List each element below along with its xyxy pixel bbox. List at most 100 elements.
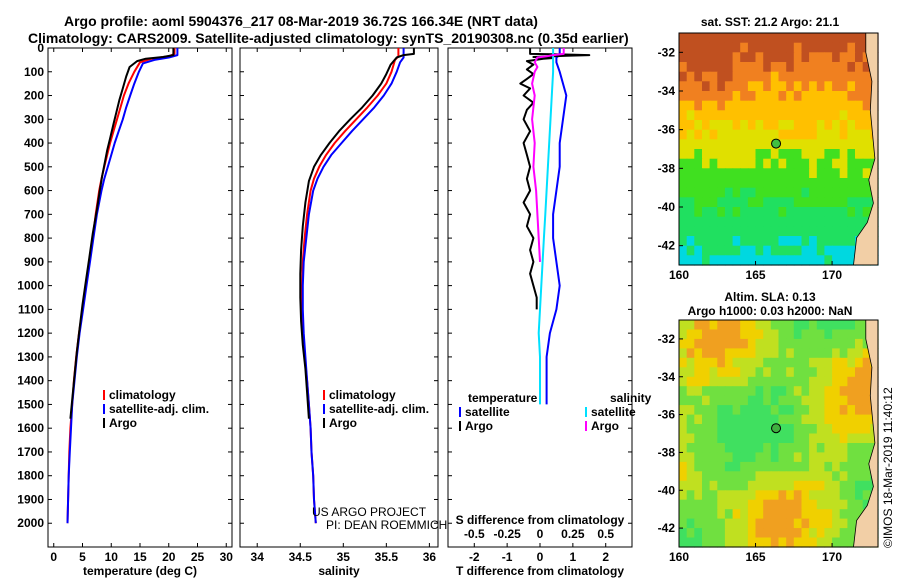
heatmap-cell <box>847 509 856 520</box>
heatmap-cell <box>847 187 856 198</box>
heatmap-cell <box>778 139 787 150</box>
heatmap-cell <box>824 509 833 520</box>
heatmap-cell <box>724 480 734 491</box>
heatmap-cell <box>839 357 848 368</box>
heatmap-cell <box>740 62 749 73</box>
heatmap-cell <box>770 226 780 237</box>
heatmap-cell <box>747 139 757 150</box>
heatmap-cell <box>679 367 688 378</box>
heatmap-cell <box>679 62 688 73</box>
heatmap-cell <box>816 216 826 227</box>
heatmap-cell <box>747 537 757 548</box>
heatmap-cell <box>839 528 848 539</box>
heatmap-cell <box>770 91 780 102</box>
heatmap-cell <box>816 236 826 247</box>
heatmap-cell <box>809 537 818 548</box>
heatmap-cell <box>740 149 749 160</box>
heatmap-cell <box>732 480 741 491</box>
heatmap-cell <box>724 357 734 368</box>
heatmap-cell <box>679 42 688 53</box>
heatmap-cell <box>740 216 749 227</box>
heatmap-cell <box>839 395 848 406</box>
heatmap-cell <box>793 197 803 208</box>
heatmap-cell <box>816 197 826 208</box>
heatmap-cell <box>709 320 718 331</box>
heatmap-cell <box>832 226 841 237</box>
heatmap-cell <box>755 386 764 397</box>
heatmap-cell <box>770 149 780 160</box>
heatmap-cell <box>732 348 741 359</box>
heatmap-cell <box>793 226 803 237</box>
plot-frame <box>47 47 233 548</box>
heatmap-cell <box>855 357 864 368</box>
heatmap-cell <box>847 386 856 397</box>
heatmap-cell <box>816 395 826 406</box>
heatmap-cell <box>786 81 795 92</box>
series-line-t-argo <box>519 48 591 310</box>
heatmap-cell <box>832 197 841 208</box>
heatmap-cell <box>724 509 734 520</box>
heatmap-cell <box>832 255 841 266</box>
heatmap-cell <box>709 433 718 444</box>
heatmap-cell <box>702 120 711 131</box>
heatmap-cell <box>816 452 826 463</box>
heatmap-cell <box>717 537 726 548</box>
heatmap-cell <box>793 110 803 121</box>
heatmap-cell <box>732 414 741 425</box>
heatmap-cell <box>809 149 818 160</box>
y-tick-label: 800 <box>24 231 44 245</box>
heatmap-cell <box>717 395 726 406</box>
heatmap-cell <box>724 168 734 179</box>
heatmap-cell <box>702 490 711 501</box>
heatmap-cell <box>816 471 826 482</box>
series-line-satellite-adj-clim- <box>301 48 405 524</box>
heatmap-cell <box>862 499 871 510</box>
heatmap-cell <box>717 376 726 387</box>
heatmap-cell <box>694 490 703 501</box>
heatmap-cell <box>709 414 718 425</box>
heatmap-cell <box>702 62 711 73</box>
heatmap-cell <box>717 42 726 53</box>
heatmap-cell <box>824 461 833 472</box>
heatmap-cell <box>855 490 864 501</box>
heatmap-cell <box>847 433 856 444</box>
heatmap-cell <box>793 433 803 444</box>
heatmap-cell <box>740 480 749 491</box>
heatmap-cell <box>755 528 764 539</box>
heatmap-cell <box>801 499 810 510</box>
heatmap-cell <box>679 357 688 368</box>
heatmap-cell <box>686 226 695 237</box>
heatmap-cell <box>816 255 826 266</box>
heatmap-cell <box>855 348 864 359</box>
heatmap-cell <box>809 471 818 482</box>
heatmap-cell <box>862 178 871 189</box>
heatmap-cell <box>786 414 795 425</box>
heatmap-cell <box>732 71 741 82</box>
heatmap-cell <box>770 42 780 53</box>
heatmap-cell <box>702 149 711 160</box>
sla-map: 160 165 170 -32 -34 -36 -38 -40 -42 <box>658 319 879 564</box>
heatmap-cell <box>694 471 703 482</box>
heatmap-cell <box>832 499 841 510</box>
heatmap-cell <box>839 471 848 482</box>
heatmap-cell <box>786 386 795 397</box>
heatmap-cell <box>694 414 703 425</box>
heatmap-cell <box>740 139 749 150</box>
heatmap-cell <box>724 424 734 435</box>
panel-difference: -2 -1 0 1 2T difference from climatology -0.5… <box>447 47 652 578</box>
heatmap-cell <box>801 42 810 53</box>
heatmap-cell <box>786 120 795 131</box>
heatmap-cell <box>832 433 841 444</box>
heatmap-cell <box>709 338 718 349</box>
heatmap-cell <box>686 81 695 92</box>
heatmap-cell <box>809 376 818 387</box>
heatmap-cell <box>793 158 803 169</box>
heatmap-cell <box>686 348 695 359</box>
heatmap-cell <box>755 471 764 482</box>
heatmap-cell <box>862 490 871 501</box>
heatmap-cell <box>747 499 757 510</box>
heatmap-cell <box>694 509 703 520</box>
heatmap-cell <box>740 81 749 92</box>
heatmap-cell <box>839 433 848 444</box>
heatmap-cell <box>847 245 856 256</box>
